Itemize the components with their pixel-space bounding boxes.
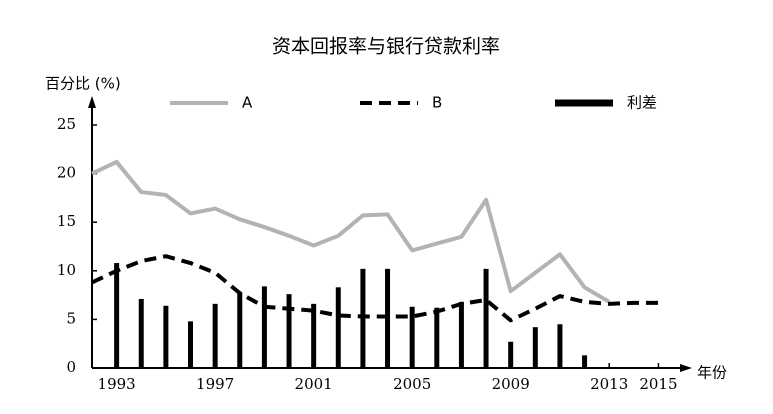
bar	[212, 303, 218, 368]
bar	[360, 268, 366, 368]
x-axis-label: 年份	[697, 364, 727, 382]
bar	[508, 341, 514, 368]
bar	[458, 301, 464, 368]
bar	[188, 321, 194, 368]
y-tick-label: 25	[57, 115, 76, 133]
legend-label: B	[432, 94, 442, 112]
bar	[261, 286, 267, 368]
x-tick-label: 2001	[295, 375, 333, 393]
bar	[311, 303, 317, 368]
bar	[483, 268, 489, 368]
x-tick-label: 2013	[590, 375, 628, 393]
y-tick-label: 20	[57, 164, 76, 182]
y-tick-label: 5	[66, 309, 76, 327]
y-tick-label: 10	[57, 261, 76, 279]
series-line	[91, 254, 659, 323]
legend-label: 利差	[627, 94, 657, 112]
x-tick-label: 2015	[639, 375, 677, 393]
y-axis-label: 百分比 (%)	[45, 75, 121, 93]
bar	[532, 327, 538, 368]
bar	[582, 355, 588, 368]
chart-title: 资本回报率与银行贷款利率	[272, 36, 500, 58]
bar	[557, 324, 563, 368]
legend-label: A	[242, 94, 253, 112]
x-tick-label: 2005	[393, 375, 431, 393]
bar	[138, 298, 144, 368]
y-axis-arrow	[88, 96, 96, 108]
y-tick-label: 0	[66, 358, 76, 376]
x-axis-arrow	[680, 364, 692, 372]
bar	[114, 263, 120, 368]
bar	[385, 268, 391, 368]
bar	[286, 294, 292, 368]
y-tick-label: 15	[57, 212, 76, 230]
x-tick-label: 2009	[492, 375, 530, 393]
bar	[409, 306, 415, 368]
bar	[237, 292, 243, 368]
series-line	[91, 159, 611, 304]
bar	[434, 307, 440, 368]
bar	[335, 287, 341, 368]
x-tick-label: 1997	[196, 375, 234, 393]
x-tick-label: 1993	[98, 375, 136, 393]
bar	[163, 305, 169, 368]
